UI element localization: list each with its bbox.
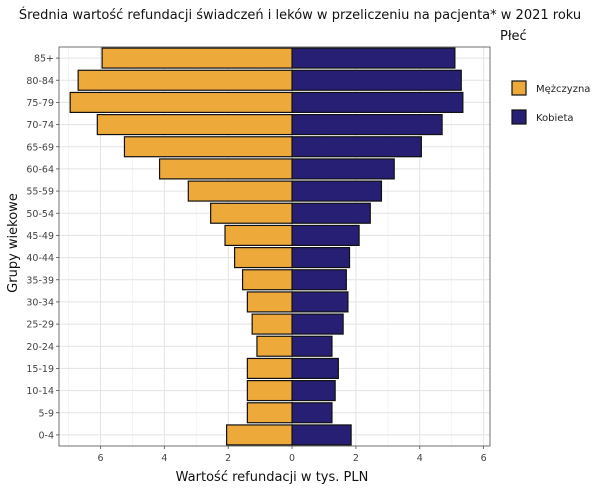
legend-label: Mężczyzna (536, 84, 590, 95)
x-axis-ticks: 6 4 2 0 2 4 6 (97, 446, 487, 464)
bar-female-45-49 (291, 224, 360, 246)
y-tick-label: 60-64 (26, 164, 54, 175)
plot-background (59, 47, 490, 446)
bar-male-60-64 (158, 158, 293, 180)
y-tick-label: 45-49 (26, 231, 54, 242)
y-tick-label: 20-24 (26, 342, 54, 353)
bar-male-10-14 (246, 380, 293, 402)
y-tick-label: 55-59 (26, 187, 54, 198)
plot-panel-border (58, 46, 491, 447)
bar-female-30-34 (291, 291, 349, 313)
bar-female-15-19 (291, 357, 339, 379)
bar-male-50-54 (210, 202, 293, 224)
bar-male-15-19 (246, 357, 293, 379)
x-tick-label: 6 (481, 453, 487, 464)
bar-male-40-44 (233, 247, 293, 269)
bar-female-60-64 (291, 158, 395, 180)
bar-male-75-79 (69, 91, 293, 113)
y-tick-label: 30-34 (26, 297, 54, 308)
bars (69, 47, 464, 446)
x-axis-title: Wartość refundacji w tys. PLN (176, 470, 369, 485)
bar-female-0-4 (291, 424, 352, 446)
bar-female-25-29 (291, 313, 344, 335)
y-tick-label: 35-39 (26, 275, 54, 286)
bar-male-80-84 (77, 69, 293, 91)
y-tick-label: 5-9 (38, 408, 54, 419)
bar-female-50-54 (291, 202, 371, 224)
bar-male-70-74 (96, 114, 293, 136)
bar-male-65-69 (123, 136, 293, 158)
bar-male-55-59 (187, 180, 293, 202)
legend-swatch-male (511, 80, 527, 96)
bar-female-40-44 (291, 247, 351, 269)
y-axis-title: Grupy wiekowe (6, 193, 21, 293)
y-tick-label: 25-29 (26, 320, 54, 331)
bar-female-70-74 (291, 114, 443, 136)
bar-female-80-84 (291, 69, 462, 91)
y-tick-label: 50-54 (26, 209, 54, 220)
bar-female-85+ (291, 47, 456, 69)
x-tick-label: 0 (289, 453, 295, 464)
bar-male-0-4 (226, 424, 293, 446)
bar-male-5-9 (246, 402, 293, 424)
y-tick-label: 0-4 (38, 430, 54, 441)
y-axis-ticks: 0-4 5-9 10-14 15-19 20-24 25-29 30-34 35-39 40-4… (26, 54, 59, 441)
bar-female-10-14 (291, 380, 336, 402)
bar-male-20-24 (256, 335, 293, 357)
x-tick-label: 2 (353, 453, 359, 464)
bar-female-55-59 (291, 180, 383, 202)
y-tick-label: 15-19 (26, 364, 54, 375)
bar-male-35-39 (241, 269, 293, 291)
legend-swatch-female (511, 109, 527, 125)
x-tick-label: 4 (161, 453, 167, 464)
bar-female-65-69 (291, 136, 422, 158)
grid-lines (59, 47, 490, 446)
y-tick-label: 70-74 (26, 120, 54, 131)
bar-male-30-34 (246, 291, 293, 313)
y-tick-label: 10-14 (26, 386, 54, 397)
y-tick-label: 40-44 (26, 253, 54, 264)
legend-label: Kobieta (536, 113, 574, 124)
legend-title: Płeć (500, 29, 527, 44)
legend: Płeć Mężczyzna Kobieta (500, 29, 590, 125)
chart-title: Średnia wartość refundacji świadczeń i l… (19, 7, 581, 23)
y-tick-label: 65-69 (26, 142, 54, 153)
y-tick-label: 85+ (34, 54, 54, 65)
bar-female-75-79 (291, 91, 464, 113)
bar-male-85+ (101, 47, 293, 69)
x-tick-label: 6 (97, 453, 103, 464)
x-tick-label: 2 (225, 453, 231, 464)
bar-female-5-9 (291, 402, 333, 424)
y-tick-label: 80-84 (26, 76, 54, 87)
bar-female-20-24 (291, 335, 333, 357)
bar-female-35-39 (291, 269, 347, 291)
bar-male-45-49 (224, 224, 293, 246)
bar-male-25-29 (251, 313, 293, 335)
y-tick-label: 75-79 (26, 98, 54, 109)
x-tick-label: 4 (417, 453, 423, 464)
